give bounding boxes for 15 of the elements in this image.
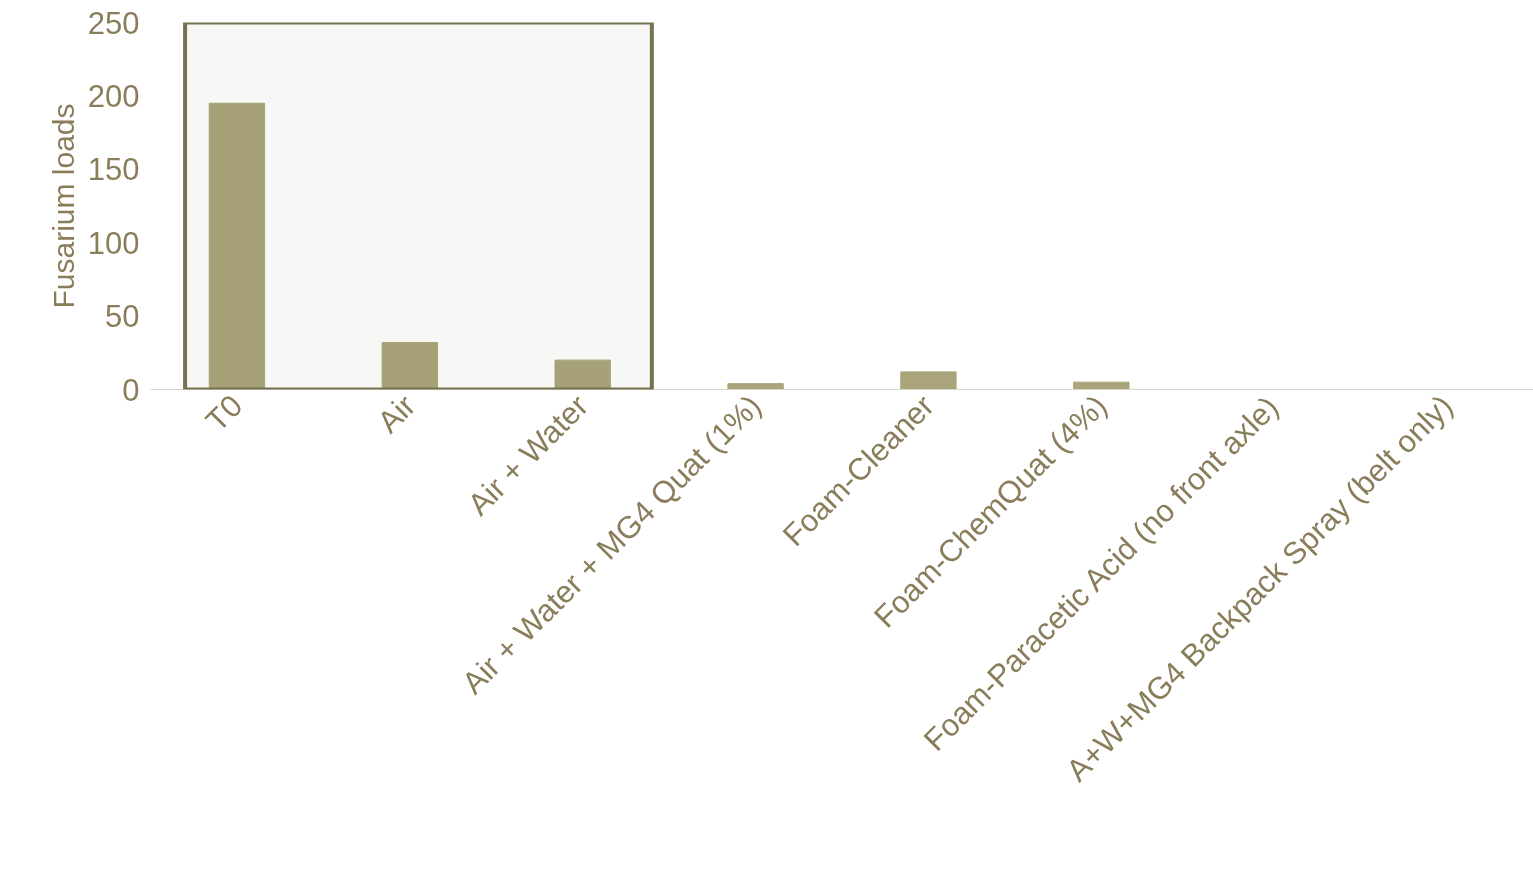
bar: [1073, 381, 1130, 390]
y-tick-label: 250: [87, 5, 140, 41]
y-axis-title: Fusarium loads: [46, 103, 80, 309]
bar: [381, 342, 438, 390]
x-tick-label: Air: [370, 388, 423, 440]
bar: [900, 371, 957, 390]
y-tick-label: 100: [87, 225, 140, 261]
bar: [208, 102, 266, 390]
y-tick-label: 150: [87, 152, 140, 188]
y-tick-label: 50: [105, 299, 140, 335]
bar: [727, 383, 784, 390]
y-tick-label: 200: [87, 78, 140, 114]
x-tick-label: T0: [198, 388, 250, 439]
y-tick-label: 0: [122, 372, 140, 408]
bar: [554, 359, 611, 390]
